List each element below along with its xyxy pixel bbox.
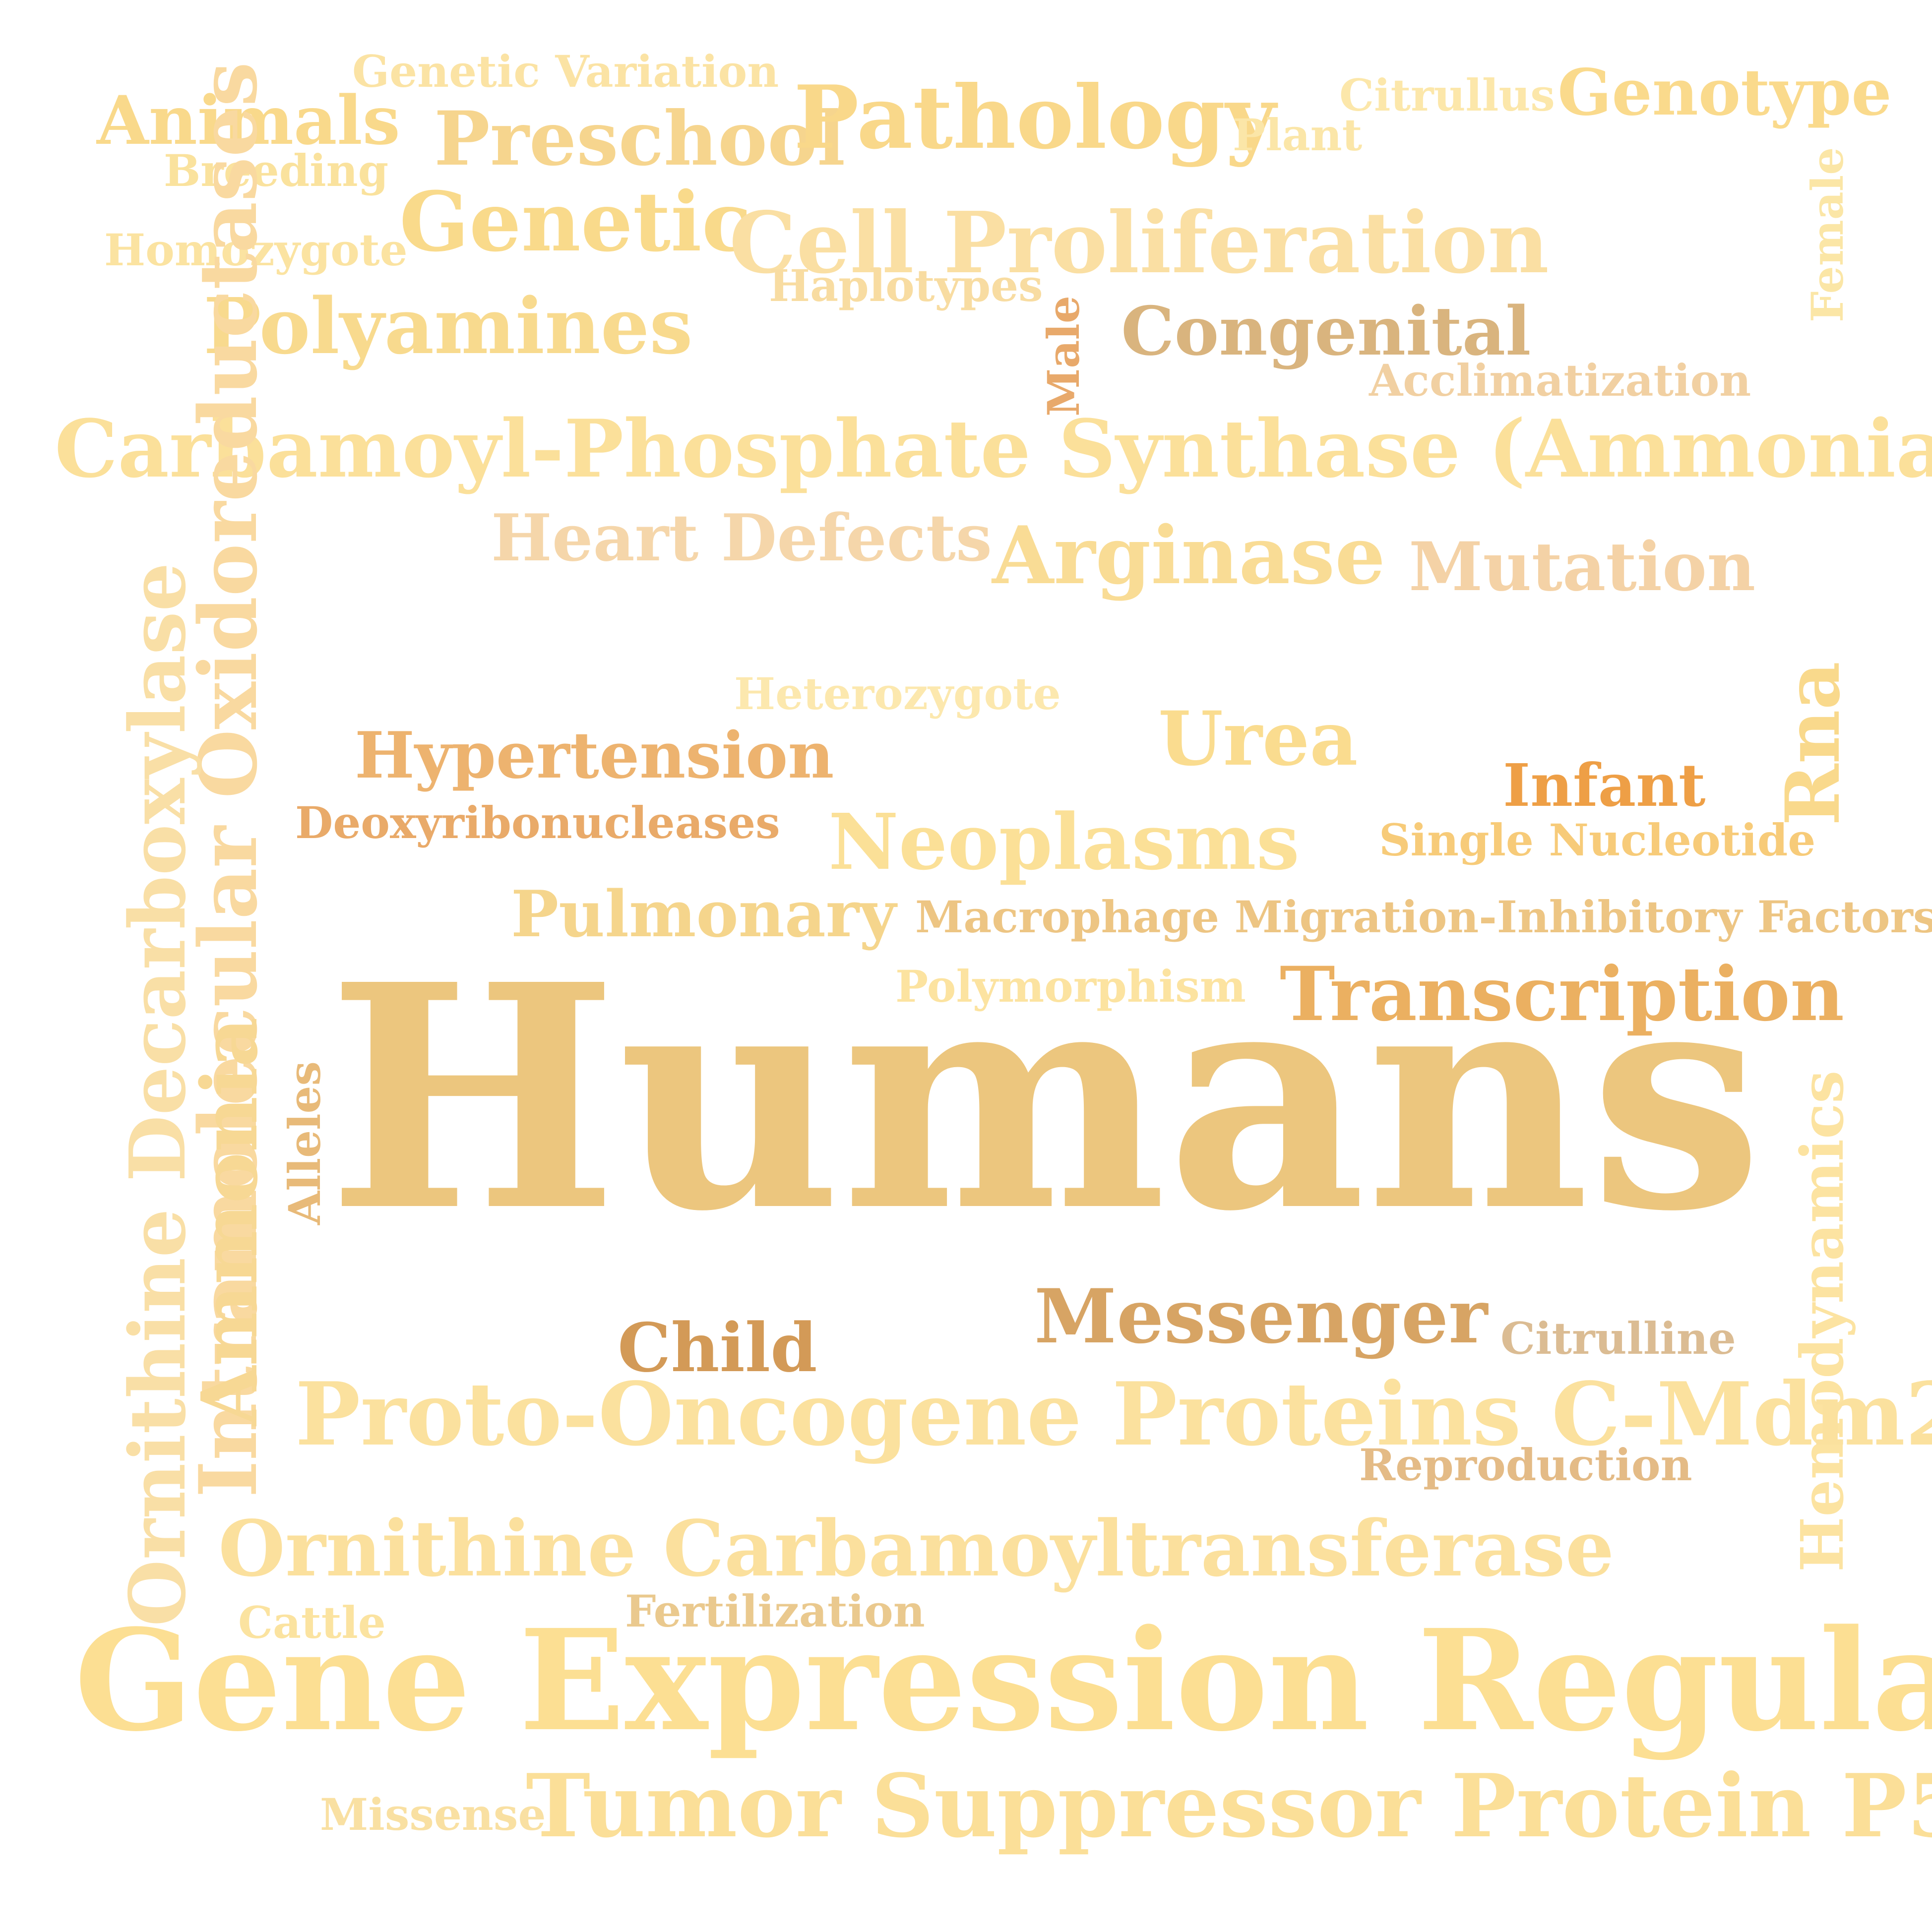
word-cattle: Cattle xyxy=(238,1597,386,1648)
word-citrulline: Citrulline xyxy=(1500,1313,1736,1364)
word-homozygote: Homozygote xyxy=(104,224,408,276)
word-transcription: Transcription xyxy=(1280,951,1845,1038)
word-urea: Urea xyxy=(1158,695,1358,783)
word-female: Female xyxy=(1802,147,1853,322)
word-ornithine-carbamoyltransferase: Ornithine Carbamoyltransferase xyxy=(218,1503,1615,1594)
word-haplotypes: Haplotypes xyxy=(769,260,1043,311)
word-congenital: Congenital xyxy=(1121,292,1531,370)
word-genetic-variation: Genetic Variation xyxy=(352,46,779,97)
word-cell-proliferation: Cell Proliferation xyxy=(729,193,1549,293)
word-deoxyribonucleases: Deoxyribonucleases xyxy=(295,797,780,848)
word-neoplasms: Neoplasms xyxy=(828,796,1300,887)
word-messenger: Messenger xyxy=(1034,1273,1488,1360)
word-fertilization: Fertilization xyxy=(625,1585,925,1637)
word-mutation: Mutation xyxy=(1409,527,1756,606)
word-pathology: Pathology xyxy=(794,67,1276,169)
word-male: Male xyxy=(1038,296,1089,417)
word-macrophage-migration-inhibitory-factors: Macrophage Migration-Inhibitory Factors xyxy=(915,891,1932,943)
word-preschool: Preschool xyxy=(434,95,846,182)
word-child: Child xyxy=(618,1308,817,1387)
word-citrullus: Citrullus xyxy=(1339,69,1555,121)
word-infant: Infant xyxy=(1503,751,1706,820)
word-hypertension: Hypertension xyxy=(355,719,834,793)
word-tumor-suppressor-protein-p53: Tumor Suppressor Protein P53 xyxy=(526,1755,1932,1857)
word-pulmonary: Pulmonary xyxy=(511,877,896,952)
word-missense: Missense xyxy=(320,1789,546,1840)
word-gene-expression-regulation: Gene Expression Regulation xyxy=(74,1599,1932,1762)
word-arginase: Arginase xyxy=(992,509,1385,602)
word-heart-defects: Heart Defects xyxy=(491,500,993,576)
word-rna: Rna xyxy=(1769,662,1857,826)
word-animals: Animals xyxy=(97,81,400,160)
word-carbamoyl-phosphate-synthase: Carbamoyl-Phosphate Synthase (Ammonia) xyxy=(55,402,1932,495)
word-ammonia: Ammonia xyxy=(184,1017,275,1426)
word-genetic: Genetic xyxy=(399,174,752,270)
word-alleles: Alleles xyxy=(279,1061,330,1225)
word-humans: Humans xyxy=(327,918,1763,1279)
word-hemodynamics: Hemodynamics xyxy=(1788,1070,1857,1572)
word-polyamines: Polyamines xyxy=(203,281,693,371)
word-single-nucleotide: Single Nucleotide xyxy=(1379,814,1816,866)
word-acclimatization: Acclimatization xyxy=(1369,355,1751,406)
word-polymorphism: Polymorphism xyxy=(895,961,1246,1012)
word-breeding: Breeding xyxy=(164,145,389,196)
word-reproduction: Reproduction xyxy=(1359,1439,1692,1491)
word-genotype: Genotype xyxy=(1558,56,1892,130)
word-heterozygote: Heterozygote xyxy=(734,668,1061,720)
word-proto-oncogene-proteins: Proto-Oncogene Proteins C-Mdm2 xyxy=(295,1364,1932,1465)
word-plant: Plant xyxy=(1233,109,1363,161)
